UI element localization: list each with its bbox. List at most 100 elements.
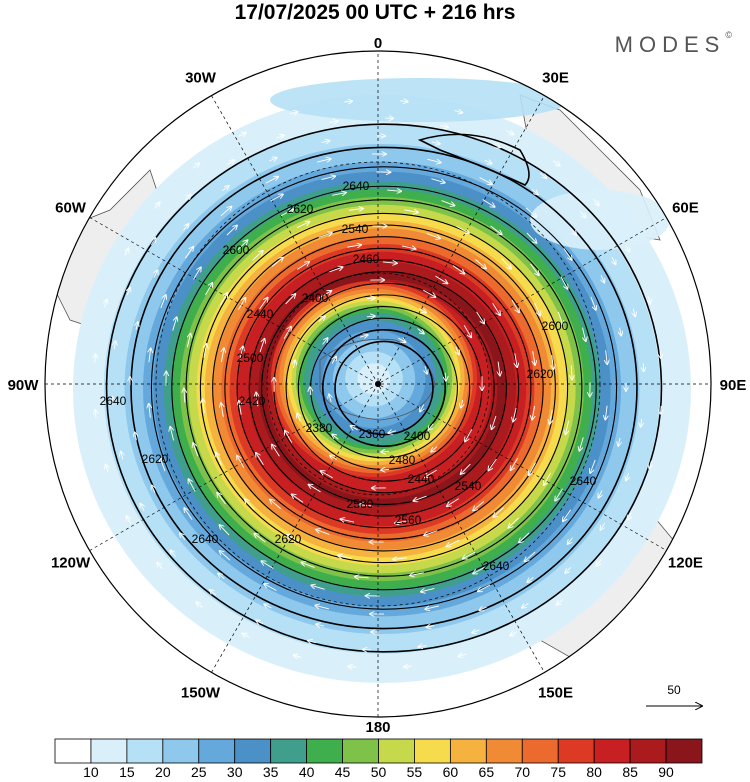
wind-vector — [425, 469, 437, 477]
wind-vector — [311, 585, 325, 590]
wind-vector — [112, 397, 113, 405]
antarctica-coast — [319, 338, 436, 421]
wind-vector — [294, 655, 302, 657]
wind-vector — [270, 194, 283, 202]
wind-vector — [221, 348, 224, 363]
colorbar-box — [54, 738, 92, 764]
colorbar-boxes — [54, 738, 703, 764]
wind-vector — [238, 133, 246, 137]
wind-vector — [563, 509, 572, 521]
colorbar-tick-label: 50 — [371, 764, 387, 780]
longitude-label: 90E — [720, 377, 747, 394]
colorbar-tick-label: 55 — [407, 764, 423, 780]
wind-vector — [105, 300, 107, 308]
wind-vector — [184, 195, 191, 202]
wind-vector — [452, 265, 464, 274]
wind-vector — [473, 566, 486, 574]
wind-vector — [184, 388, 185, 403]
wind-vector — [160, 458, 166, 472]
wind-vector — [590, 459, 596, 473]
wind-vector — [193, 267, 201, 280]
height-contours — [105, 123, 663, 653]
wind-vector — [125, 248, 129, 256]
wind-vector — [553, 160, 560, 166]
wind-vector — [106, 465, 108, 473]
colorbar-tick-label: 35 — [263, 764, 279, 780]
wind-vector — [601, 275, 604, 282]
contour-labels: 2640 2620 2540 2620 2640 2640 2620 2640 2600 2600… — [100, 179, 597, 573]
wind-vector — [237, 240, 247, 251]
wind-vector — [410, 573, 424, 576]
colorbar-box — [306, 738, 343, 764]
wind-vector — [192, 163, 199, 169]
wind-vector — [398, 338, 405, 342]
colorbar-box — [593, 738, 631, 764]
wind-vector — [555, 488, 563, 501]
wind-vector — [269, 158, 276, 161]
wind-vector — [641, 418, 642, 427]
height-contour — [261, 271, 507, 505]
colorbar-ticks: 10 15 20 25 30 35 40 45 50 55 60 65 70 75 80 85 90 — [83, 764, 674, 780]
wind-vector — [417, 328, 424, 334]
contour-label: 2600 — [223, 243, 250, 257]
wind-vector — [318, 233, 332, 238]
wind-vector — [513, 407, 516, 422]
wind-vector — [643, 363, 644, 371]
wind-vector — [296, 222, 310, 229]
south-pole-dot — [375, 381, 381, 387]
wind-vector — [418, 646, 427, 647]
longitude-label: 60W — [55, 200, 87, 217]
wind-vector — [239, 401, 241, 415]
wind-vector — [154, 202, 160, 209]
wind-vector — [426, 626, 435, 628]
wind-vector — [285, 294, 296, 305]
wind-vector — [292, 494, 304, 503]
contour-label: 2640 — [483, 559, 510, 573]
wind-vector — [404, 210, 418, 213]
colorbar-box — [665, 738, 703, 764]
wind-vector — [492, 303, 500, 315]
wind-vector — [348, 666, 357, 667]
colorbar-box — [414, 738, 451, 764]
wind-vector — [511, 299, 519, 312]
colorbar-tick-label: 10 — [83, 764, 99, 780]
wind-vector — [280, 209, 293, 217]
wind-vector — [580, 211, 585, 217]
wind-vector — [568, 537, 573, 544]
wind-vector — [183, 224, 188, 231]
colorbar-tick-label: 30 — [227, 764, 243, 780]
height-contour — [248, 259, 520, 517]
contour-label: 2620 — [287, 202, 314, 216]
wind-vector — [329, 121, 338, 122]
colorbar-box — [162, 738, 200, 764]
wind-vector — [127, 288, 130, 296]
wind-vector — [649, 460, 651, 469]
wind-vector — [359, 335, 368, 337]
colorbar-tick-label: 25 — [191, 764, 207, 780]
wind-vector — [256, 620, 264, 624]
wind-vector — [618, 437, 620, 446]
wind-vector — [571, 365, 572, 380]
wind-vector — [157, 563, 163, 570]
wind-vector — [340, 519, 355, 522]
wind-vector — [309, 485, 321, 493]
wind-vector — [565, 420, 568, 435]
wind-vectors — [95, 101, 661, 667]
wind-vector — [426, 233, 440, 239]
height-contour — [334, 340, 434, 436]
wind-vector — [259, 339, 264, 353]
wind-vector — [321, 471, 333, 479]
wind-vector — [237, 456, 245, 469]
wind-vector — [381, 469, 390, 470]
wind-vector — [338, 556, 352, 559]
wind-vector — [222, 186, 228, 192]
colorbar-box — [485, 738, 523, 764]
height-contour — [321, 328, 446, 447]
wind-vector — [563, 248, 572, 260]
wind-vector — [316, 530, 330, 535]
wind-vector — [347, 245, 361, 247]
wind-vector — [557, 311, 563, 325]
wind-vector — [95, 354, 96, 363]
